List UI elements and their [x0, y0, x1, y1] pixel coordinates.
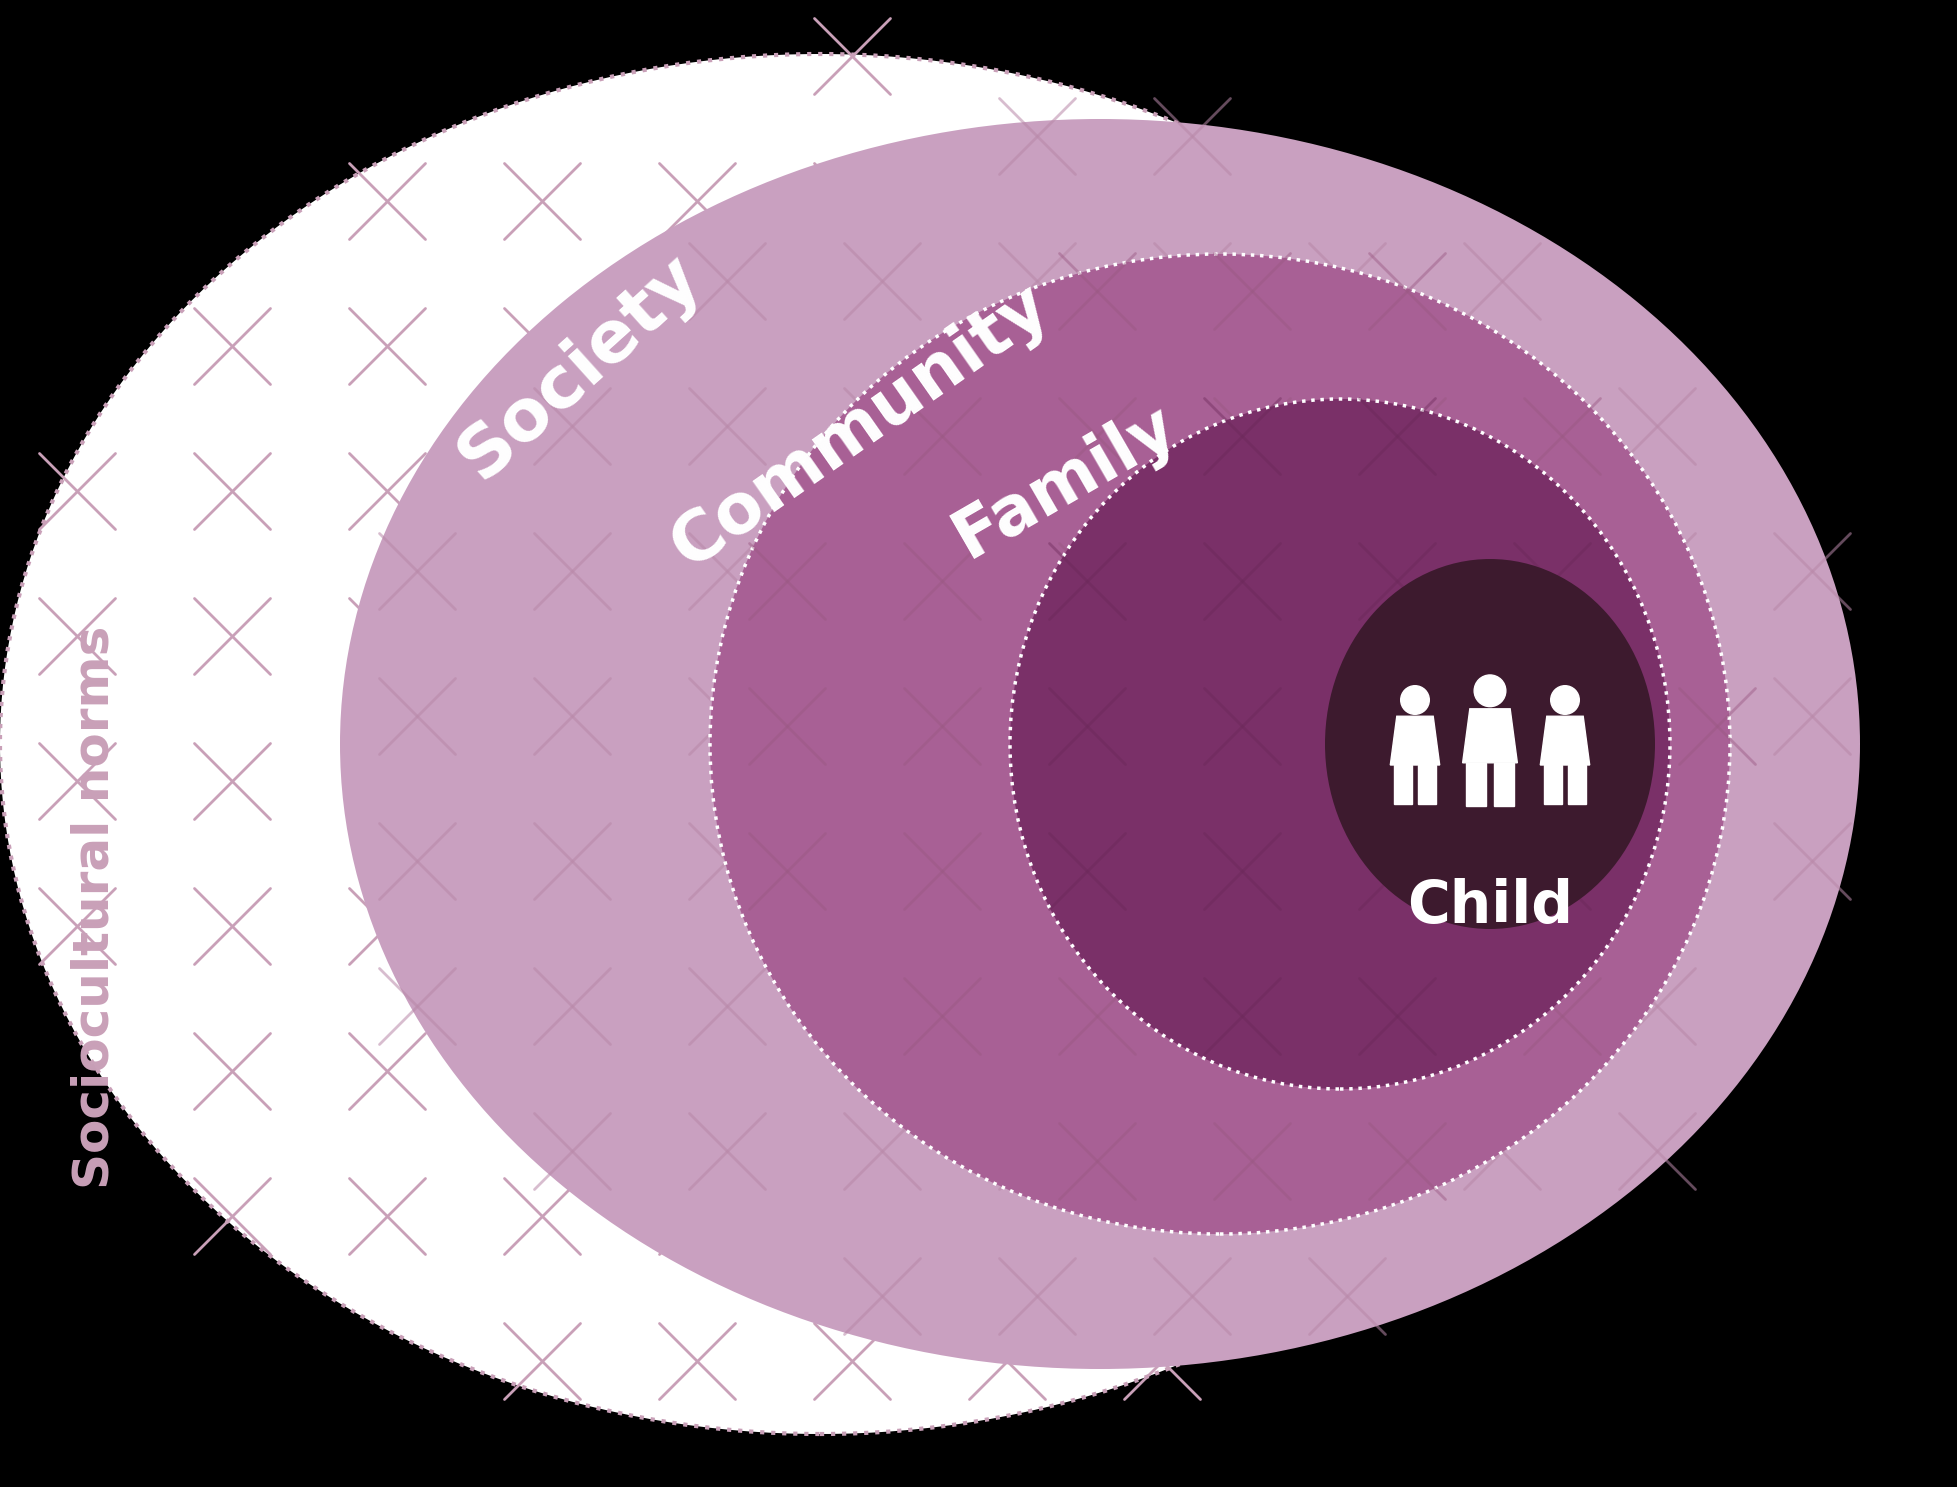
Text: Family: Family: [941, 391, 1188, 572]
Circle shape: [1550, 686, 1579, 714]
Polygon shape: [1540, 717, 1589, 764]
Ellipse shape: [0, 54, 1640, 1433]
Ellipse shape: [1010, 399, 1669, 1088]
Ellipse shape: [710, 254, 1730, 1234]
Polygon shape: [1393, 764, 1411, 804]
Text: Community: Community: [658, 272, 1063, 583]
Text: Sociocultural norms: Sociocultural norms: [70, 626, 119, 1188]
Circle shape: [1401, 686, 1429, 714]
Polygon shape: [1466, 763, 1487, 806]
Ellipse shape: [1325, 559, 1656, 929]
Circle shape: [1474, 675, 1505, 706]
Polygon shape: [1389, 717, 1440, 764]
Polygon shape: [1419, 764, 1436, 804]
Ellipse shape: [341, 119, 1859, 1370]
Polygon shape: [1462, 709, 1517, 763]
Text: Society: Society: [446, 241, 714, 494]
Polygon shape: [1568, 764, 1587, 804]
Polygon shape: [1493, 763, 1515, 806]
Polygon shape: [1544, 764, 1562, 804]
Text: Child: Child: [1407, 879, 1573, 935]
